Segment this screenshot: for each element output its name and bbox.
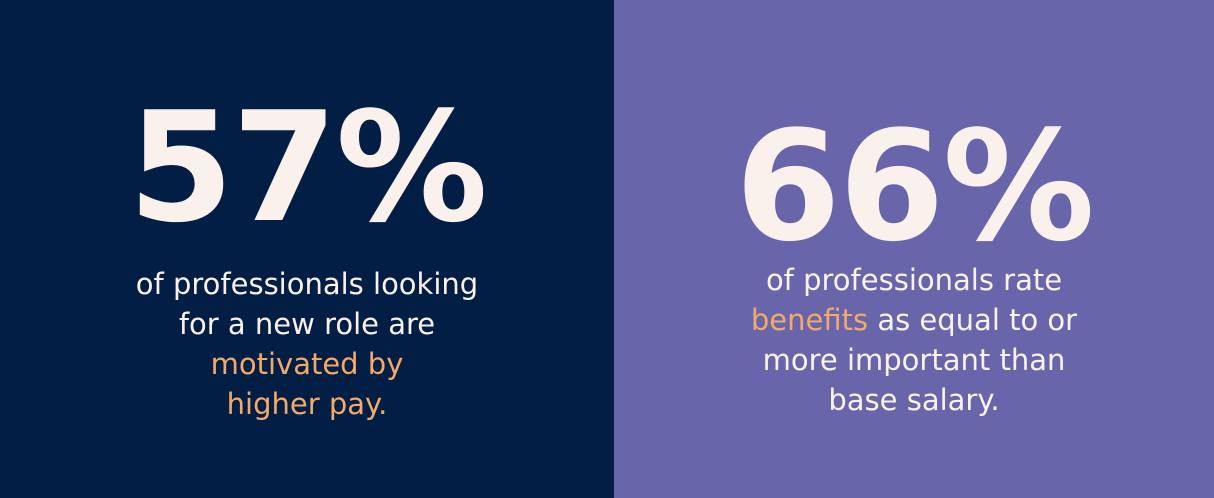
left-desc-highlight-1: motivated by xyxy=(210,347,404,381)
left-stat-value: 57% xyxy=(128,79,488,256)
left-desc-highlight-2: higher pay. xyxy=(226,387,388,421)
left-desc-line-2: for a new role are xyxy=(178,307,436,341)
left-desc-line-1: of professionals looking xyxy=(135,267,479,301)
right-stat-value: 66% xyxy=(735,98,1095,275)
right-stat-description: of professionals rate benefits as equal … xyxy=(614,260,1214,420)
right-desc-line-2: benefits as equal to or xyxy=(614,300,1214,340)
right-stat-panel: 66% of professionals rate benefits as eq… xyxy=(614,0,1214,498)
right-desc-line-3: more important than xyxy=(762,343,1066,377)
right-desc-highlight: benefits xyxy=(750,303,869,337)
right-desc-line-1: of professionals rate xyxy=(765,263,1063,297)
left-stat-description: of professionals looking for a new role … xyxy=(0,264,614,424)
right-desc-line-4: base salary. xyxy=(828,383,1000,417)
left-stat-panel: 57% of professionals looking for a new r… xyxy=(0,0,614,498)
right-desc-line-2-rest: as equal to or xyxy=(868,303,1078,337)
